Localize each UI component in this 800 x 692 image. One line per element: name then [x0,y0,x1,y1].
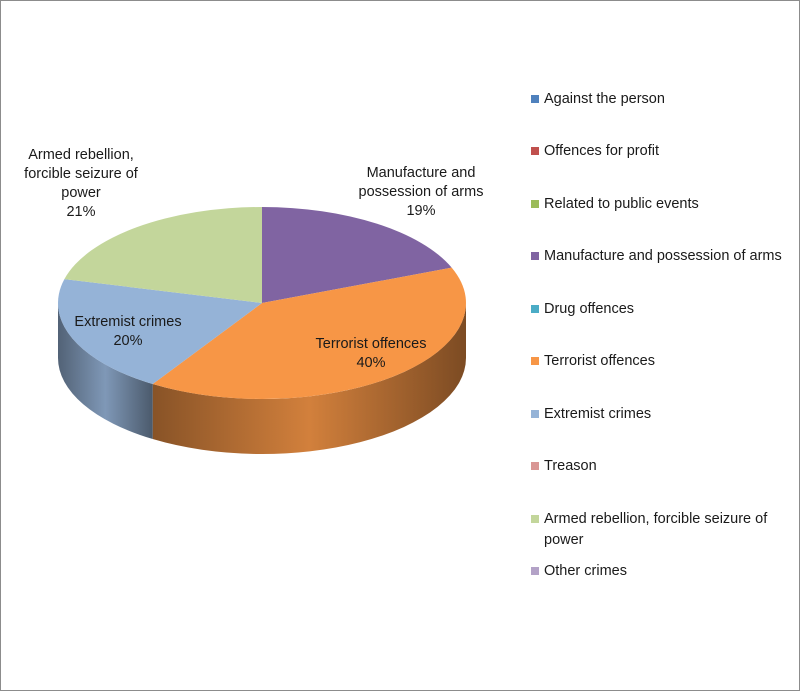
pie-slice-manufacture-and-possession-of-arms [262,207,452,303]
pie-slice-extremist-crimes [57,279,262,385]
legend-label: Against the person [544,91,665,107]
legend-swatch [531,147,539,155]
legend-label: Treason [544,458,597,474]
legend-item: Drug offences [531,299,793,320]
legend-label: Armed rebellion, forcible seizure of pow… [544,511,768,548]
legend-label: Other crimes [544,563,627,579]
slice-label: Armed rebellion, forcible seizure of power… [24,147,139,220]
legend-swatch [531,410,539,418]
legend-label: Terrorist offences [544,353,655,369]
slice-label: Extremist crimes 20% [74,314,181,349]
legend-swatch [531,252,539,260]
pie-wall-terrorist-offences [152,303,466,454]
pie-slice-armed-rebellion-forcible-seizure-of-power [64,207,263,303]
pie-wall-extremist-crimes [58,303,153,440]
legend-label: Related to public events [544,196,699,212]
legend-swatch [531,200,539,208]
legend-item: Treason [531,456,793,477]
legend-swatch [531,305,539,313]
slice-label: Terrorist offences 40% [316,336,427,371]
legend-swatch [531,95,539,103]
legend-label: Offences for profit [544,143,659,159]
slice-label: Manufacture and possession of arms 19% [359,165,484,219]
legend-item: Armed rebellion, forcible seizure of pow… [531,509,793,551]
legend-label: Drug offences [544,301,635,317]
legend-label: Extremist crimes [544,406,652,422]
legend-swatch [531,515,539,523]
legend-item: Terrorist offences [531,351,793,372]
legend-item: Other crimes [531,561,793,582]
legend-swatch [531,462,539,470]
legend-item: Extremist crimes [531,404,793,425]
legend-item: Against the person [531,89,793,110]
legend-item: Related to public events [531,194,793,215]
legend-label: Manufacture and possession of arms [544,248,782,264]
legend-swatch [531,567,539,575]
legend-swatch [531,357,539,365]
legend-item: Offences for profit [531,141,793,162]
pie-slice-terrorist-offences [152,267,466,400]
legend-item: Manufacture and possession of arms [531,246,793,267]
